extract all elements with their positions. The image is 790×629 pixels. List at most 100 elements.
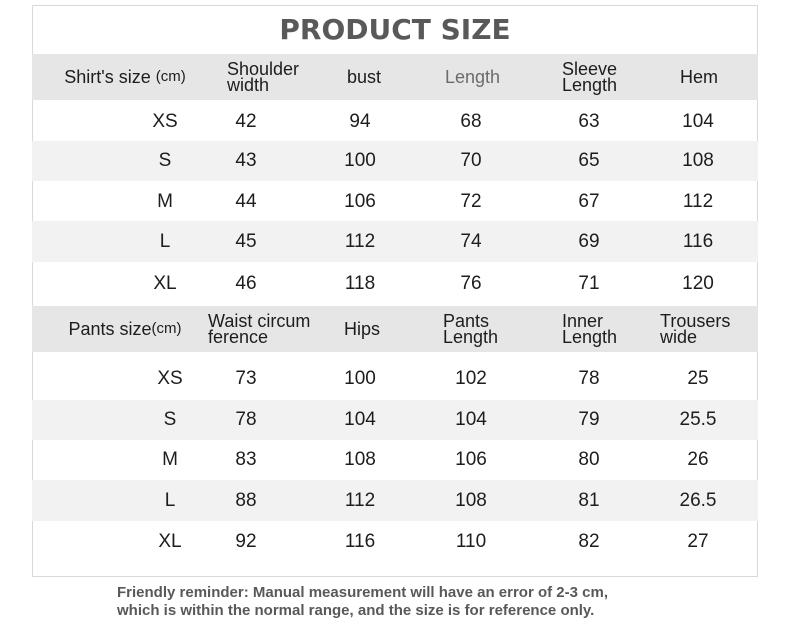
hem-cell: 120: [682, 273, 714, 294]
size-cell: XS: [157, 368, 183, 389]
waist-cell: 83: [235, 449, 257, 470]
table-row: XS 73 100 102 78 25: [32, 358, 758, 400]
shoulder-cell: 43: [235, 150, 257, 171]
length-cell: 74: [460, 230, 482, 252]
bust-cell: 112: [344, 230, 376, 252]
size-cell: M: [162, 449, 178, 470]
size-cell: XL: [153, 273, 177, 294]
size-cell: XL: [158, 531, 182, 552]
sleeve-cell: 67: [578, 191, 600, 212]
size-cell: L: [159, 230, 171, 252]
sleeve-cell: 69: [578, 230, 600, 252]
size-cell: S: [163, 409, 177, 430]
pants-size-label: Pants size: [68, 319, 152, 339]
bust-header: bust: [347, 67, 382, 87]
pants-length-header: Pants Length: [443, 306, 543, 352]
inner-length-cell: 82: [578, 531, 600, 552]
hips-cell: 116: [344, 531, 376, 552]
trousers-wide-cell: 25.5: [679, 409, 717, 430]
trousers-wide-line2: wide: [660, 327, 698, 347]
hips-cell: 108: [344, 449, 376, 470]
shirt-size-unit: (cm): [155, 68, 186, 85]
waist-cell: 92: [235, 531, 257, 552]
trousers-wide-line1: Trousers: [660, 311, 731, 331]
table-row: S 43 100 70 65 108: [32, 141, 758, 181]
table-row: M 44 106 72 67 112: [32, 181, 758, 223]
sleeve-length-line2: Length: [562, 75, 618, 95]
inner-length-line2: Length: [562, 327, 618, 347]
shoulder-width-header: Shoulder width: [227, 54, 327, 100]
hips-cell: 112: [344, 489, 376, 511]
shirt-size-header: Shirt's size (cm): [32, 54, 218, 100]
hem-cell: 116: [682, 230, 714, 252]
length-cell: 68: [460, 111, 482, 132]
inner-length-header: Inner Length: [562, 306, 662, 352]
shoulder-cell: 45: [235, 230, 257, 252]
waist-circumference-header: Waist circum ference: [208, 306, 338, 352]
trousers-wide-cell: 26: [687, 449, 709, 470]
waist-line2: ference: [208, 327, 269, 347]
length-cell: 70: [460, 150, 482, 171]
size-cell: M: [157, 191, 173, 212]
waist-line1: Waist circum: [208, 311, 311, 331]
shoulder-cell: 44: [235, 191, 257, 212]
hips-header: Hips: [344, 319, 381, 339]
sleeve-cell: 71: [578, 273, 600, 294]
inner-length-line1: Inner: [562, 311, 604, 331]
sleeve-cell: 63: [578, 111, 600, 132]
table-row: M 83 108 106 80 26: [32, 440, 758, 480]
shoulder-cell: 42: [235, 111, 257, 132]
length-header: Length: [445, 67, 501, 87]
trousers-wide-cell: 27: [687, 531, 709, 552]
shirt-header-row: Shirt's size (cm) Shoulder width bust Le…: [32, 54, 758, 100]
inner-length-cell: 81: [578, 489, 600, 511]
hips-cell: 104: [344, 409, 376, 430]
pants-length-cell: 108: [455, 489, 487, 511]
shirt-size-label: Shirt's size: [64, 67, 151, 87]
hem-cell: 104: [682, 111, 714, 132]
size-cell: S: [158, 150, 172, 171]
pants-length-cell: 110: [455, 531, 487, 552]
bust-cell: 106: [344, 191, 376, 212]
sleeve-length-header: Sleeve Length: [562, 54, 662, 100]
inner-length-cell: 78: [578, 368, 600, 389]
table-row: S 78 104 104 79 25.5: [32, 400, 758, 440]
pants-length-line1: Pants: [443, 311, 490, 331]
friendly-reminder: Friendly reminder: Manual measurement wi…: [117, 584, 737, 620]
inner-length-cell: 80: [578, 449, 600, 470]
table-row: XS 42 94 68 63 104: [32, 101, 758, 143]
hem-cell: 108: [682, 150, 714, 171]
shoulder-width-line2: width: [227, 75, 270, 95]
hips-cell: 100: [344, 368, 376, 389]
table-row: XL 46 118 76 71 120: [32, 262, 758, 306]
pants-length-cell: 104: [455, 409, 487, 430]
bust-cell: 118: [344, 273, 376, 294]
pants-length-cell: 102: [455, 368, 487, 389]
table-row: L 88 112 108 81 26.5: [32, 480, 758, 521]
waist-cell: 73: [235, 368, 257, 389]
waist-cell: 78: [235, 409, 257, 430]
table-row: L 45 112 74 69 116: [32, 221, 758, 262]
pants-size-unit: (cm): [151, 320, 182, 337]
trousers-wide-header: Trousers wide: [660, 306, 758, 352]
trousers-wide-cell: 25: [687, 368, 709, 389]
bust-cell: 100: [344, 150, 376, 171]
page-title: PRODUCT SIZE: [279, 13, 511, 46]
pants-length-line2: Length: [443, 327, 499, 347]
pants-header-row: Pants size (cm) Waist circum ference Hips…: [32, 306, 758, 352]
waist-cell: 88: [235, 489, 257, 511]
inner-length-cell: 79: [578, 409, 600, 430]
footnote-line2: which is within the normal range, and th…: [117, 602, 595, 619]
hem-header: Hem: [680, 67, 719, 87]
trousers-wide-cell: 26.5: [679, 489, 717, 511]
length-cell: 72: [460, 191, 482, 212]
length-cell: 76: [460, 273, 482, 294]
sleeve-cell: 65: [578, 150, 600, 171]
footnote-line1: Friendly reminder: Manual measurement wi…: [117, 584, 608, 601]
shoulder-width-line1: Shoulder: [227, 59, 300, 79]
hem-cell: 112: [682, 191, 714, 212]
size-cell: L: [164, 489, 176, 511]
pants-length-cell: 106: [455, 449, 487, 470]
size-cell: XS: [152, 111, 178, 132]
sleeve-length-line1: Sleeve: [562, 59, 618, 79]
